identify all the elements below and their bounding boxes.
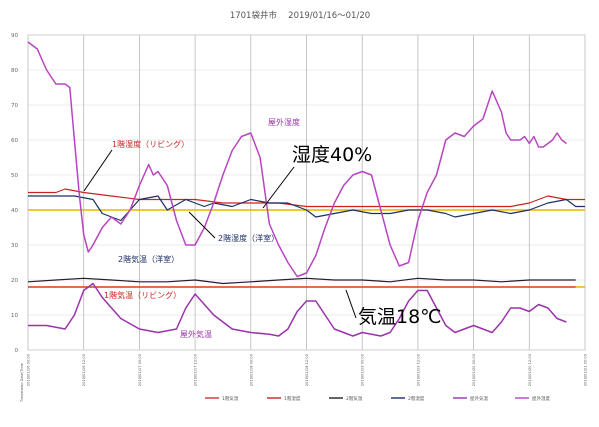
x-axis: 2019/01/16 00:00 2019/01/16 12:00 2019/01/… bbox=[27, 353, 588, 386]
legend-label: 屋外気温 bbox=[470, 395, 488, 402]
x-tick-label: 2019/01/17 00:00 bbox=[138, 353, 142, 386]
annotation-floor1-humidity: 1階湿度（リビング） bbox=[112, 139, 189, 149]
annotation-outdoor-temp: 屋外気温 bbox=[180, 329, 212, 339]
x-tick-label: 2019/01/16 12:00 bbox=[82, 353, 86, 386]
x-tick-label: 2019/01/20 12:00 bbox=[528, 353, 532, 386]
y-tick-label: 30 bbox=[11, 243, 18, 249]
x-tick-label: 2019/01/18 00:00 bbox=[249, 353, 253, 386]
y-tick-label: 20 bbox=[11, 278, 18, 284]
series-lines bbox=[27, 41, 585, 337]
y-axis: 0 10 20 30 40 50 60 70 80 90 bbox=[11, 33, 19, 354]
y-tick-label: 40 bbox=[11, 208, 18, 214]
y-tick-label: 0 bbox=[15, 348, 19, 354]
annotation-floor2-temp: 2階気温（洋室） bbox=[118, 254, 179, 264]
x-tick-label: 2019/01/21 00:00 bbox=[584, 353, 588, 386]
legend: 1階気温 1階湿度 2階気温 2階湿度 屋外気温 屋外湿度 bbox=[205, 395, 550, 402]
y-tick-label: 10 bbox=[11, 313, 18, 319]
series-line-2 bbox=[28, 188, 585, 208]
series-line-3 bbox=[27, 277, 576, 285]
annotation-floor2-humidity: 2階湿度（洋室） bbox=[218, 233, 279, 243]
legend-label: 2階気温 bbox=[346, 395, 363, 402]
annotation-humidity-40: 湿度40% bbox=[292, 144, 372, 166]
legend-label: 1階気温 bbox=[222, 395, 239, 402]
x-tick-label: 2019/01/20 00:00 bbox=[472, 353, 476, 386]
legend-label: 屋外湿度 bbox=[532, 395, 550, 402]
series-line-5 bbox=[28, 282, 567, 337]
x-tick-label: 2019/01/17 12:00 bbox=[194, 353, 198, 386]
legend-label: 2階湿度 bbox=[408, 395, 425, 402]
annotation-outdoor-humidity: 屋外湿度 bbox=[268, 117, 300, 127]
x-tick-label: 2019/01/19 00:00 bbox=[361, 353, 365, 386]
legend-label: 1階湿度 bbox=[284, 395, 301, 402]
x-tick-label: 2019/01/19 12:00 bbox=[416, 353, 420, 386]
x-tick-label: 2019/01/16 00:00 bbox=[27, 353, 31, 386]
chart-title: 1701袋井市 2019/01/16～01/20 bbox=[230, 10, 370, 21]
grid bbox=[27, 34, 586, 351]
y-tick-label: 90 bbox=[11, 33, 18, 39]
y-tick-label: 50 bbox=[11, 173, 18, 179]
x-axis-header: Timestamp Date/Time bbox=[20, 363, 24, 403]
y-tick-label: 70 bbox=[11, 103, 18, 109]
series-line-6 bbox=[27, 41, 567, 278]
y-tick-label: 80 bbox=[11, 68, 18, 74]
y-tick-label: 60 bbox=[11, 138, 18, 144]
x-tick-label: 2019/01/18 12:00 bbox=[305, 353, 309, 386]
annotation-floor1-temp: 1階気温（リビング） bbox=[104, 290, 181, 300]
annotation-temp-18: 気温18℃ bbox=[358, 306, 442, 328]
annotation-pointers bbox=[83, 149, 357, 319]
